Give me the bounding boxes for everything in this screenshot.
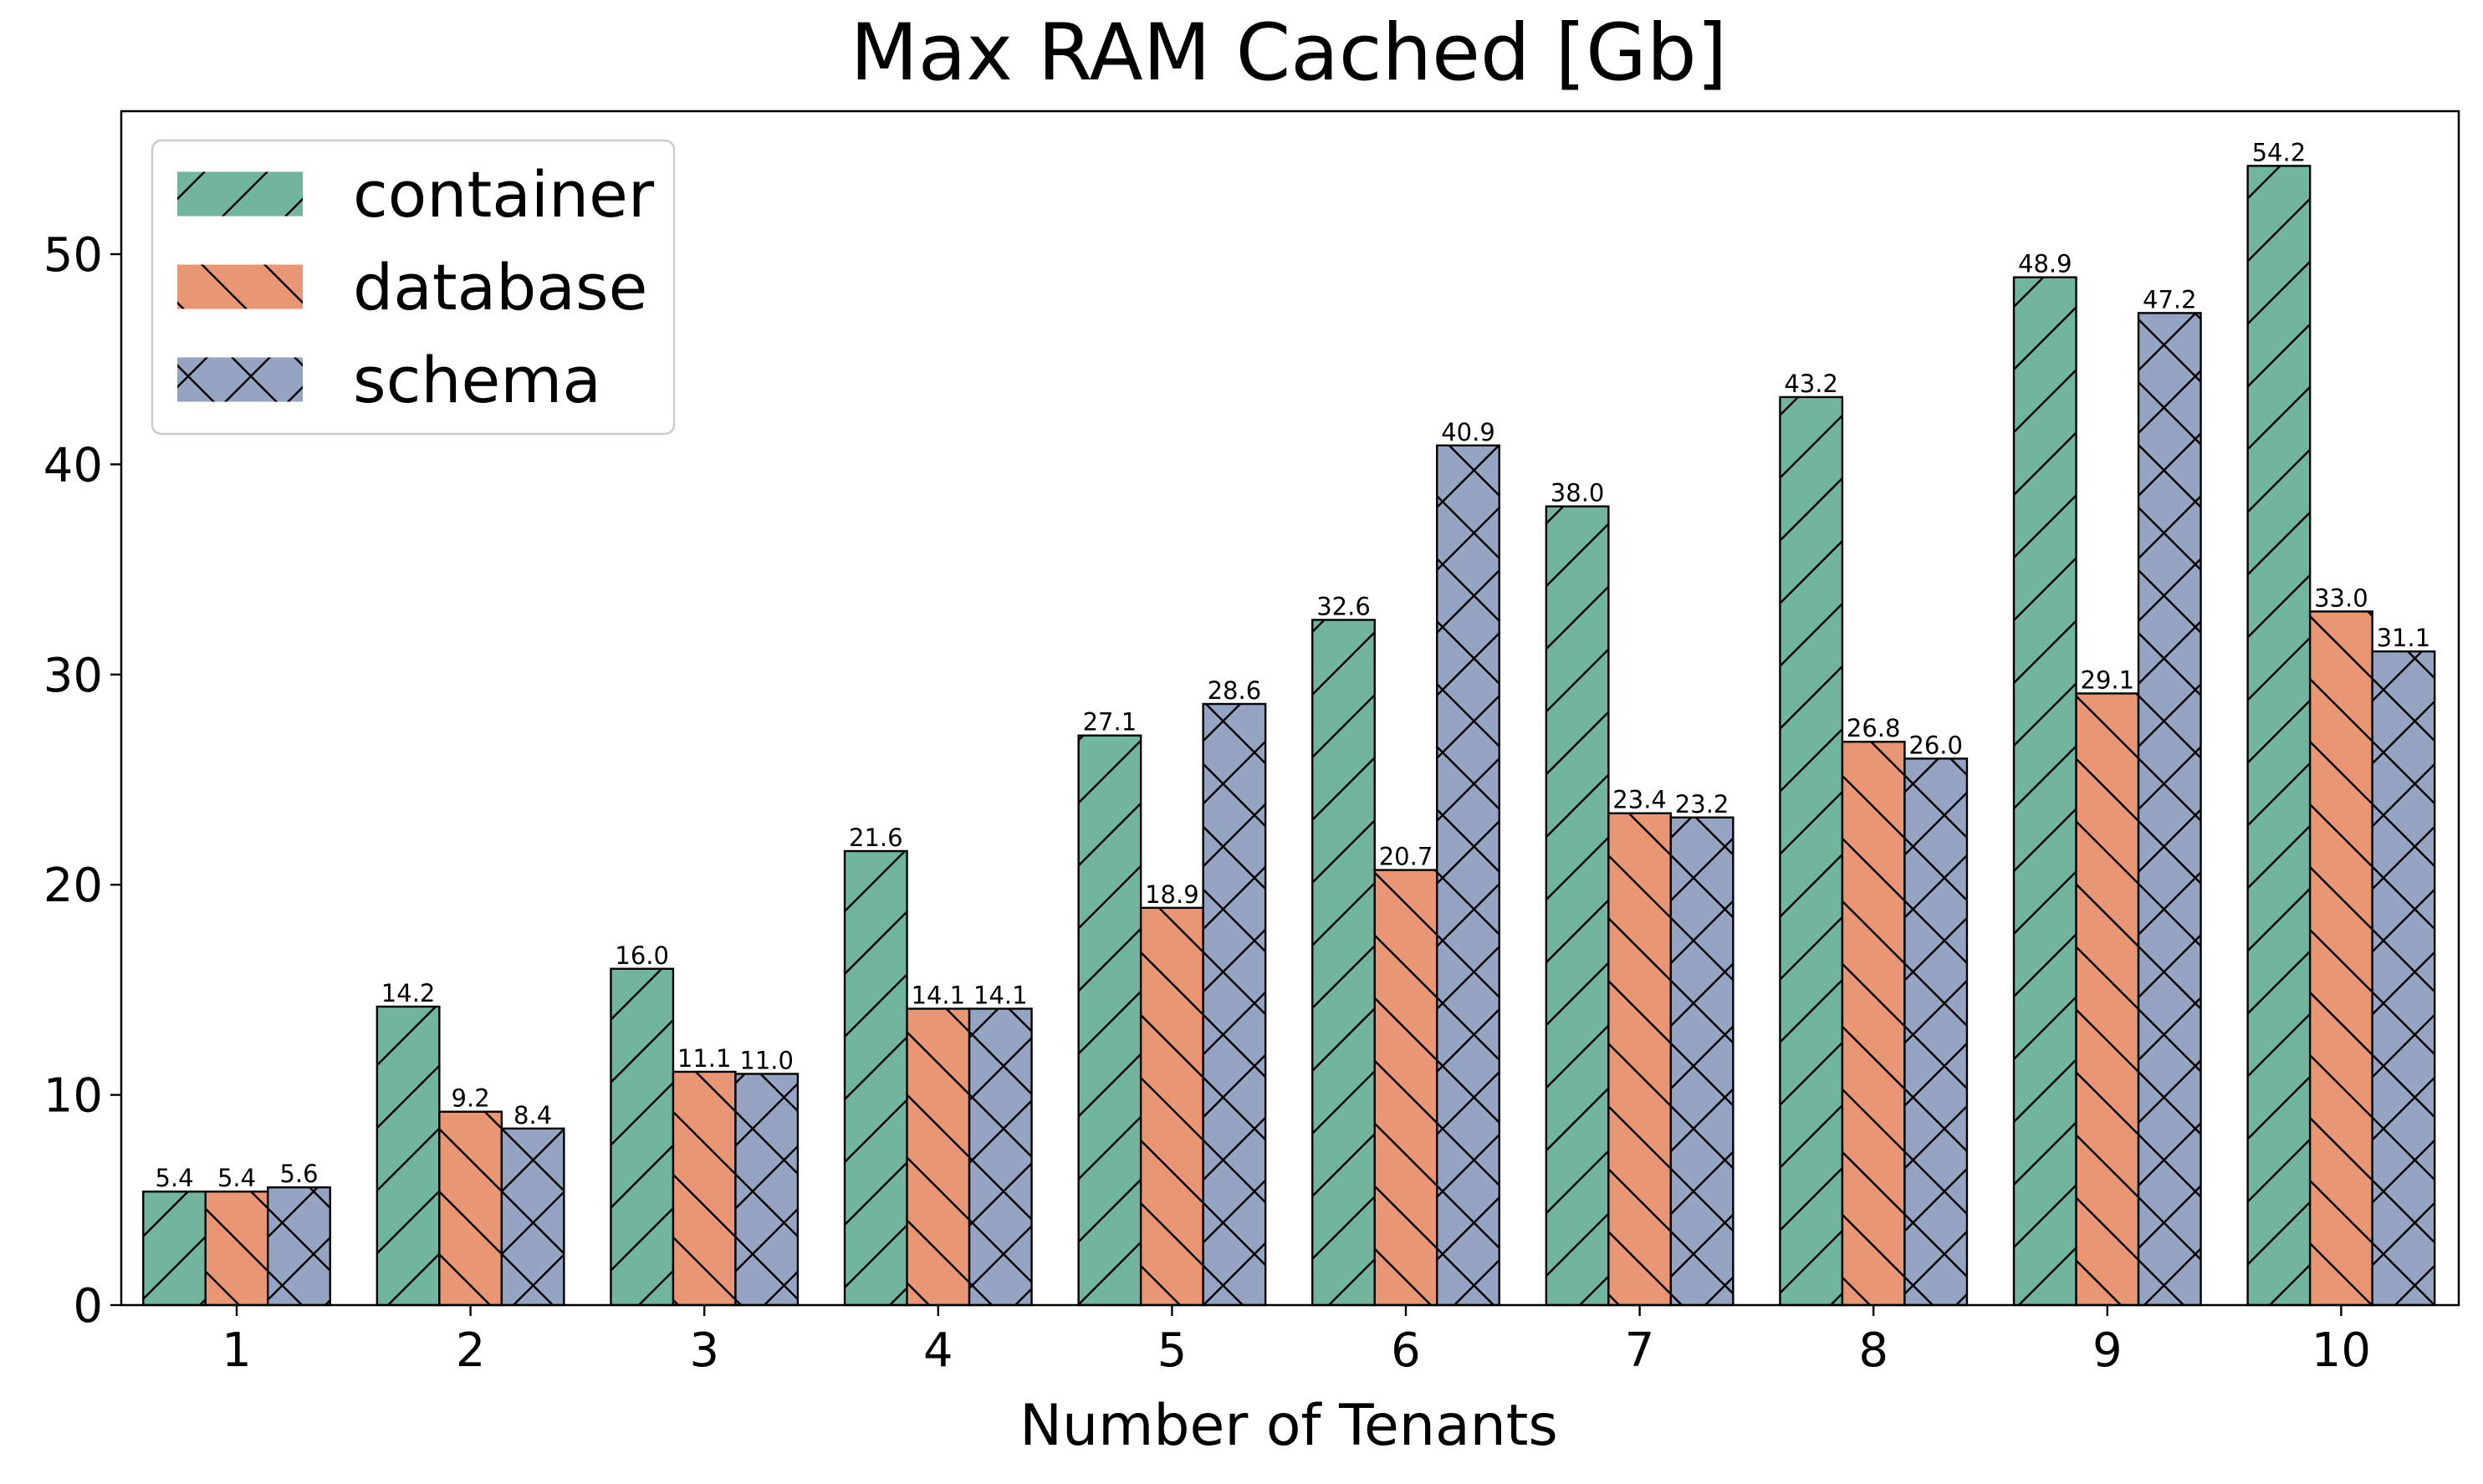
bar-label-container-10: 54.2: [2252, 138, 2307, 166]
x-tick-label: 8: [1858, 1323, 1888, 1378]
bar-label-container-8: 43.2: [1784, 370, 1838, 398]
bar-label-schema-10: 31.1: [2377, 624, 2431, 652]
bar-hatch-database-3: [672, 1070, 737, 1307]
bar-label-schema-7: 23.2: [1675, 790, 1729, 818]
x-tick-label: 6: [1391, 1323, 1421, 1378]
legend-swatch-hatch-schema: [177, 357, 303, 402]
bar-hatch-database-2: [438, 1110, 503, 1307]
bar-label-schema-1: 5.6: [279, 1160, 318, 1188]
bar-hatch-database-6: [1373, 869, 1438, 1307]
bar-label-database-2: 9.2: [452, 1084, 490, 1113]
bar-label-schema-6: 40.9: [1441, 418, 1495, 446]
bar-label-container-5: 27.1: [1083, 708, 1137, 737]
bar-hatch-container-3: [610, 967, 675, 1307]
y-tick-label: 10: [43, 1069, 103, 1124]
bar-label-schema-5: 28.6: [1208, 676, 1262, 705]
x-tick-label: 2: [456, 1323, 486, 1378]
x-tick-label: 10: [2312, 1323, 2371, 1378]
x-tick-label: 1: [222, 1323, 252, 1378]
bar-hatch-container-2: [376, 1005, 441, 1307]
bar-label-schema-3: 11.0: [739, 1046, 794, 1074]
bar-label-database-9: 29.1: [2081, 666, 2135, 694]
bar-hatch-database-10: [2308, 610, 2373, 1307]
bar-label-database-10: 33.0: [2314, 584, 2368, 612]
bar-hatch-container-6: [1311, 619, 1376, 1307]
legend: container database schema: [151, 139, 676, 436]
chart-title: Max RAM Cached [Gb]: [851, 8, 1728, 99]
bar-label-container-2: 14.2: [381, 979, 436, 1007]
bar-hatch-schema-6: [1436, 444, 1500, 1307]
x-axis: 1 2 3 4 5 6 7 8 9 10: [222, 1305, 2371, 1378]
bar-label-container-7: 38.0: [1551, 479, 1605, 507]
x-tick-label: 7: [1625, 1323, 1655, 1378]
bar-hatch-schema-1: [267, 1186, 331, 1307]
x-tick-label: 9: [2092, 1323, 2123, 1378]
bar-hatch-container-9: [2012, 276, 2077, 1307]
bar-hatch-database-7: [1607, 812, 1673, 1307]
y-tick-label: 30: [43, 649, 103, 703]
bar-hatch-container-1: [142, 1191, 207, 1307]
bar-hatch-schema-4: [968, 1007, 1033, 1307]
bar-hatch-schema-3: [734, 1073, 800, 1307]
bar-label-database-8: 26.8: [1847, 714, 1901, 742]
bar-label-schema-8: 26.0: [1908, 731, 1963, 759]
y-tick-label: 40: [43, 438, 103, 492]
bar-hatch-schema-7: [1669, 816, 1735, 1307]
legend-items: container database schema: [177, 157, 655, 417]
x-tick-label: 3: [689, 1323, 719, 1378]
bar-hatch-schema-2: [500, 1127, 565, 1307]
bar-hatch-schema-10: [2371, 650, 2436, 1307]
x-tick-label: 5: [1157, 1323, 1188, 1378]
bar-label-database-3: 11.1: [677, 1044, 732, 1073]
bar-label-database-6: 20.7: [1379, 843, 1433, 871]
bar-labels-layer: 5.4 5.4 5.614.29.28.416.011.1 11.021.614.1 1…: [155, 138, 2430, 1192]
bar-hatch-container-8: [1779, 395, 1844, 1307]
bar-label-container-9: 48.9: [2018, 250, 2072, 278]
bar-hatch-container-4: [843, 849, 908, 1307]
y-axis: 0 10 20 30 40 50: [43, 228, 121, 1334]
bar-label-database-4: 14.1: [912, 982, 966, 1010]
bar-label-container-4: 21.6: [849, 824, 903, 852]
y-tick-label: 20: [43, 859, 103, 913]
bar-hatch-schema-9: [2137, 312, 2202, 1307]
bar-hatch-database-4: [906, 1007, 971, 1307]
x-axis-title: Number of Tenants: [1019, 1393, 1558, 1459]
x-tick-label: 4: [923, 1323, 953, 1378]
bar-hatch-container-5: [1077, 734, 1142, 1307]
legend-label-schema: schema: [353, 343, 601, 417]
bar-hatch-container-10: [2246, 165, 2312, 1307]
bar-label-container-6: 32.6: [1316, 592, 1371, 620]
bar-label-schema-4: 14.1: [973, 982, 1028, 1010]
bar-label-container-3: 16.0: [615, 941, 669, 970]
bar-hatch-database-5: [1139, 906, 1204, 1307]
bar-hatch-container-7: [1545, 505, 1610, 1307]
plot-area-frame: [120, 110, 2460, 1307]
y-tick-label: 0: [73, 1279, 103, 1334]
bar-label-database-1: 5.4: [217, 1164, 256, 1192]
bar-hatch-database-8: [1841, 741, 1906, 1307]
y-tick-label: 50: [43, 228, 103, 283]
bar-label-database-7: 23.4: [1612, 786, 1667, 814]
bar-label-schema-2: 8.4: [513, 1101, 552, 1130]
legend-label-database: database: [353, 250, 647, 324]
legend-swatch-hatch-container: [177, 171, 303, 217]
bar-hatch-database-1: [204, 1191, 269, 1307]
bar-hatch-schema-8: [1903, 757, 1969, 1307]
legend-label-container: container: [353, 157, 655, 232]
legend-swatch-hatch-database: [177, 264, 303, 309]
bar-label-schema-9: 47.2: [2143, 285, 2197, 314]
bar-label-container-1: 5.4: [155, 1164, 193, 1192]
bars-layer: [142, 165, 2436, 1307]
bar-label-database-5: 18.9: [1145, 880, 1199, 909]
bar-hatch-database-9: [2075, 692, 2140, 1307]
bar-hatch-schema-5: [1202, 702, 1267, 1307]
